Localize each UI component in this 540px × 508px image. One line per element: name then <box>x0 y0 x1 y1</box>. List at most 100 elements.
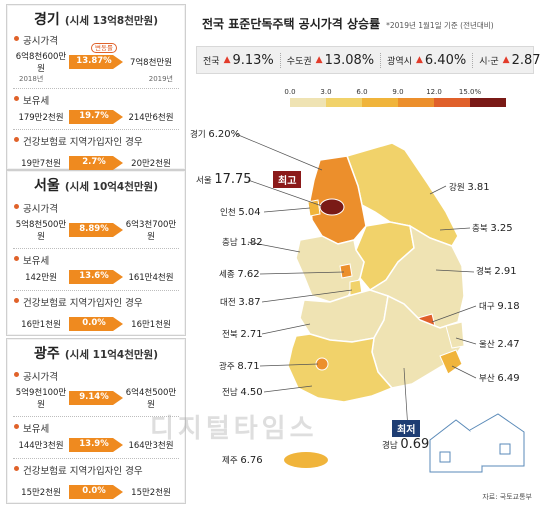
rate-arrow: 13.6% <box>69 270 123 284</box>
label-gyeongbuk: 경북 2.91 <box>476 266 517 277</box>
map-title: 전국 표준단독주택 공시가격 상승률 *2019년 1월1일 기준 (전년대비) <box>202 17 494 31</box>
region-jeju <box>284 452 328 468</box>
value-to: 214만6천원 <box>128 113 174 123</box>
rate-arrow: 13.87% <box>69 55 123 69</box>
value-from: 5억9천100만원 <box>15 388 67 410</box>
rate-arrow: 0.0% <box>69 485 123 499</box>
label-gangwon: 강원 3.81 <box>449 182 490 193</box>
up-triangle-icon: ▲ <box>223 55 231 65</box>
label-jeonnam: 전남 4.50 <box>222 387 263 398</box>
legend-swatch <box>326 98 362 107</box>
row-label: 건강보험료 지역가입자인 경우 <box>13 134 179 148</box>
title-note: *2019년 1월1일 기준 (전년대비) <box>386 21 494 30</box>
panel-subtitle: (시세 13억8천만원) <box>64 15 158 27</box>
rate-arrow: 13.9% <box>69 438 123 452</box>
value-from: 16만1천원 <box>21 320 61 330</box>
row-label: 건강보험료 지역가입자인 경우 <box>13 463 179 477</box>
color-legend: 0.0 3.0 6.0 9.0 12.0 15.0% <box>283 88 506 107</box>
summary-city-county: 시·군▲2.87% <box>479 52 540 68</box>
rate-arrow: 19.7% <box>69 110 123 124</box>
value-to: 16만1천원 <box>131 320 171 330</box>
badge-highest: 최고 <box>273 171 302 188</box>
value-from: 142만원 <box>25 273 57 283</box>
label-chungbuk: 충북 3.25 <box>472 223 513 234</box>
panel-title: 광주 <box>34 346 60 362</box>
value-from: 19만7천원 <box>21 159 61 169</box>
label-seoul: 서울 17.75 <box>196 172 252 187</box>
label-daejeon: 대전 3.87 <box>220 297 261 308</box>
value-from: 179만2천원 <box>18 113 64 123</box>
legend-tick: 15.0% <box>458 88 482 96</box>
row-label: 보유세 <box>13 253 179 267</box>
value-to: 164만3천원 <box>128 441 174 451</box>
up-triangle-icon: ▲ <box>315 55 323 65</box>
panel-gwangju: 광주 (시세 11억4천만원) 공시가격 5억9천100만원 9.14% 6억4… <box>6 338 186 504</box>
legend-swatch <box>398 98 434 107</box>
legend-swatch <box>470 98 506 107</box>
value-from: 144만3천원 <box>18 441 64 451</box>
panel-seoul: 서울 (시세 10억4천만원) 공시가격 5억8천500만원 8.89% 6억3… <box>6 170 186 336</box>
label-daegu: 대구 9.18 <box>479 301 520 312</box>
value-from: 15만2천원 <box>21 488 61 498</box>
up-triangle-icon: ▲ <box>415 55 423 65</box>
label-gyeongnam: 경남 0.69 <box>382 437 430 452</box>
label-chungnam: 충남 1.82 <box>222 237 263 248</box>
value-to: 6억3천700만원 <box>125 220 177 242</box>
label-jeonbuk: 전북 2.71 <box>222 329 263 340</box>
region-sejong <box>339 263 353 279</box>
legend-swatch <box>434 98 470 107</box>
row-label: 보유세 <box>13 421 179 435</box>
label-gyeonggi: 경기 6.20% <box>190 129 241 140</box>
value-from: 6억8천600만원 <box>15 52 67 74</box>
rate-arrow: 0.0% <box>69 317 123 331</box>
legend-tick: 0.0 <box>284 88 296 96</box>
rate-arrow: 9.14% <box>69 391 123 405</box>
value-to: 20만2천원 <box>131 159 171 169</box>
year-to: 2019년 <box>148 75 173 83</box>
legend-tick: 6.0 <box>356 88 368 96</box>
row-label: 보유세 <box>13 93 179 107</box>
rate-tag: 변동률 <box>91 43 117 53</box>
label-incheon: 인천 5.04 <box>220 207 261 218</box>
region-seoul <box>319 198 345 216</box>
panel-subtitle: (시세 10억4천만원) <box>64 181 158 193</box>
label-sejong: 세종 7.62 <box>219 269 260 280</box>
year-from: 2018년 <box>19 75 44 83</box>
summary-bar: 전국▲9.13% 수도권▲13.08% 광역시▲6.40% 시·군▲2.87% <box>196 46 540 74</box>
summary-metro: 광역시 ▲ 6.40% <box>381 52 474 68</box>
summary-national: 전국 ▲ 9.13% <box>197 52 281 68</box>
summary-capital: 수도권 ▲ 13.08% <box>281 52 382 68</box>
label-gwangju: 광주 8.71 <box>219 361 260 372</box>
row-label: 공시가격 <box>13 33 179 47</box>
label-jeju: 제주 6.76 <box>222 455 263 466</box>
region-busan <box>439 349 463 375</box>
legend-swatch <box>290 98 326 107</box>
legend-swatch <box>362 98 398 107</box>
legend-tick: 3.0 <box>320 88 332 96</box>
panel-title: 경기 <box>34 12 60 28</box>
region-jeonnam <box>287 333 394 403</box>
legend-tick: 9.0 <box>392 88 404 96</box>
region-ulsan <box>445 321 465 349</box>
region-chungnam <box>295 235 365 303</box>
rate-arrow: 8.89% <box>69 223 123 237</box>
house-icon <box>429 413 525 473</box>
up-triangle-icon: ▲ <box>502 55 510 65</box>
panel-title: 서울 <box>34 178 60 194</box>
label-ulsan: 울산 2.47 <box>479 339 520 350</box>
value-to: 6억4천500만원 <box>125 388 177 410</box>
legend-tick: 12.0 <box>426 88 442 96</box>
rate-arrow: 2.7% <box>69 156 123 170</box>
badge-lowest: 최저 <box>392 420 421 437</box>
row-label: 공시가격 <box>13 369 179 383</box>
row-label: 공시가격 <box>13 201 179 215</box>
watermark: 디지털타임스 <box>150 414 318 444</box>
value-to: 7억8천만원 <box>129 58 173 68</box>
label-busan: 부산 6.49 <box>479 373 520 384</box>
row-label: 건강보험료 지역가입자인 경우 <box>13 295 179 309</box>
panel-subtitle: (시세 11억4천만원) <box>64 349 158 361</box>
value-from: 5억8천500만원 <box>15 220 67 242</box>
source-note: 자료: 국토교통부 <box>482 493 532 501</box>
value-to: 15만2천원 <box>131 488 171 498</box>
